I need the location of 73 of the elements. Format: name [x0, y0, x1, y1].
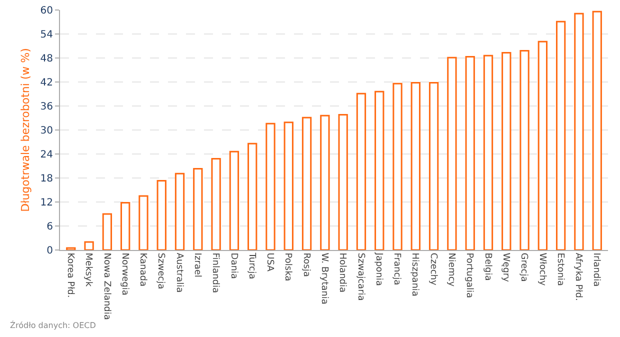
y-tick-label: 30	[40, 126, 53, 136]
text: Źródło danych: OECD	[10, 320, 96, 330]
bar	[538, 40, 548, 250]
x-tick-label: Polska	[282, 252, 293, 282]
x-tick-label: Turcja	[246, 252, 256, 280]
x-tick-label: Kanada	[138, 252, 148, 287]
bar	[574, 12, 584, 250]
x-tick-label: Irlandia	[591, 252, 602, 287]
y-tick-label: 42	[40, 78, 53, 88]
y-tick-label: 6	[46, 222, 53, 232]
bar	[229, 150, 240, 250]
bar	[248, 142, 258, 250]
bar	[284, 122, 294, 250]
bar	[174, 172, 185, 250]
x-tick-label: Portugalia	[464, 252, 474, 298]
bar	[193, 168, 203, 250]
y-tick-label: 60	[40, 6, 53, 16]
x-tick-label: Dania	[228, 252, 238, 279]
x-tick-label: Holandia	[337, 252, 348, 293]
bar	[465, 56, 475, 250]
x-tick-label: Afryka Płd.	[573, 252, 584, 301]
y-tick-label: 24	[40, 150, 53, 160]
x-tick-label: Węgry	[500, 252, 510, 283]
x-tick-label: USA	[264, 252, 275, 272]
bar	[356, 92, 366, 250]
bar	[66, 247, 76, 250]
bar	[120, 202, 130, 250]
y-tick-label: 48	[40, 54, 53, 64]
x-tick-label: W. Brytania	[319, 252, 330, 304]
bar	[138, 195, 148, 250]
bar	[338, 114, 348, 250]
x-tick-label: Izrael	[192, 252, 202, 278]
x-tick-label: Grecja	[518, 252, 529, 282]
bar	[520, 50, 530, 250]
x-tick-label: Czechy	[428, 252, 438, 286]
y-tick-label: 12	[40, 198, 53, 208]
bar	[320, 114, 330, 250]
bar	[211, 158, 221, 250]
bar	[84, 241, 94, 250]
bar	[266, 122, 276, 250]
x-tick-label: Włochy	[536, 252, 547, 286]
y-axis-title: Długotrwale bezrobotni (w %)	[18, 48, 32, 212]
x-tick-label: Niemcy	[446, 252, 456, 288]
y-tick-label: 0	[46, 246, 53, 256]
x-tick-label: Hiszpania	[410, 252, 420, 296]
x-tick-label: Belgia	[482, 252, 492, 281]
x-tick-label: Australia	[174, 252, 184, 293]
x-tick-label: Nowa Zelandia	[101, 252, 112, 320]
x-tick-label: Finlandia	[210, 252, 220, 293]
bar	[156, 180, 166, 250]
bar	[556, 20, 566, 250]
bar	[428, 82, 439, 250]
x-tick-label: Meksyk	[83, 252, 94, 288]
bar	[592, 10, 602, 250]
x-tick-label: Szwajcaria	[355, 252, 366, 301]
bar	[502, 52, 512, 250]
x-tick-label: Szwecja	[156, 252, 166, 290]
x-tick-label: Norwegia	[119, 252, 130, 296]
x-tick-label: Francja	[392, 252, 402, 286]
y-tick-label: 36	[40, 102, 53, 112]
y-tick-label: 54	[40, 30, 53, 40]
bar	[102, 213, 112, 250]
bar	[392, 82, 402, 250]
bar	[302, 116, 312, 250]
bar	[410, 82, 420, 250]
bar	[483, 54, 494, 250]
y-tick-label: 18	[40, 174, 53, 184]
x-tick-label: Japonia	[373, 252, 384, 286]
bar	[374, 90, 384, 250]
x-tick-label: Estonia	[554, 252, 565, 286]
bar	[447, 56, 457, 250]
x-tick-label: Rosja	[300, 252, 311, 277]
x-tick-label: Korea Płd.	[64, 252, 75, 298]
